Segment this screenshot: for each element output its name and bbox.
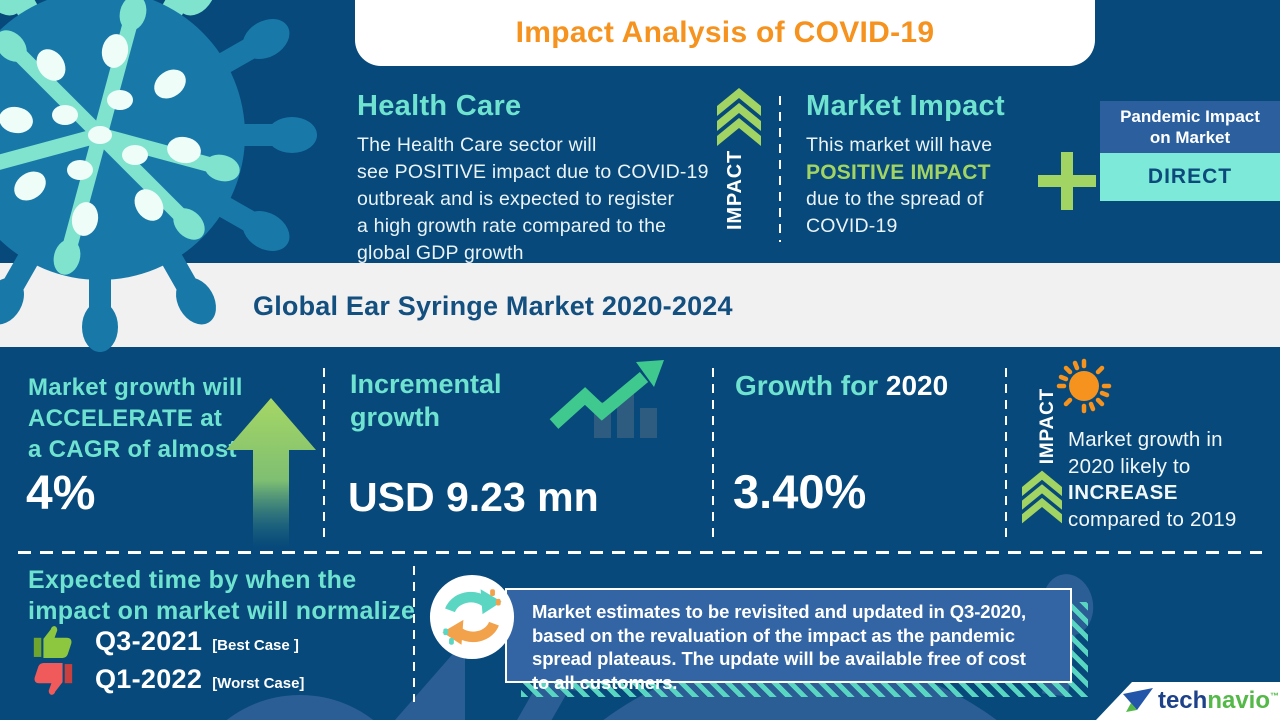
market-impact-body: This market will have POSITIVE IMPACT du… [806, 132, 1005, 240]
direct-badge: DIRECT [1100, 153, 1280, 201]
health-care-line: a high growth rate compared to the [357, 215, 667, 237]
trend-up-icon [549, 360, 664, 438]
technavio-wordmark: technavio™ [1157, 687, 1280, 714]
coronavirus-icon [0, 0, 317, 352]
stats-divider-3 [1005, 368, 1007, 540]
technavio-logo-icon [1122, 688, 1153, 712]
plus-icon [1038, 152, 1096, 210]
cagr-heading: Market growth will ACCELERATE at a CAGR … [28, 374, 243, 463]
triple-chevron-up-icon [717, 88, 761, 146]
direct-badge-value: DIRECT [1147, 165, 1233, 188]
health-care-line: see POSITIVE impact due to COVID-19 [357, 161, 709, 183]
arrow-up-icon [226, 398, 316, 548]
horizontal-dashed-divider [18, 551, 1262, 554]
thumbs-down-icon [34, 663, 73, 695]
health-care-line: The Health Care sector will [357, 134, 597, 156]
impact-vertical-label: IMPACT [723, 150, 746, 230]
header-title: Impact Analysis of COVID-19 [515, 16, 935, 49]
pandemic-impact-box: Pandemic Impact on Market [1100, 101, 1280, 153]
triple-chevron-up-icon-2 [1022, 470, 1062, 524]
normalize-heading: Expected time by when the impact on mark… [28, 566, 416, 625]
health-care-body: The Health Care sector will see POSITIVE… [357, 132, 709, 267]
market-impact-line: This market will have [806, 134, 993, 156]
market-impact-highlight: POSITIVE IMPACT [806, 161, 991, 184]
stats-divider-1 [323, 368, 325, 540]
best-case-row: Q3-2021 [Best Case ] [33, 625, 299, 658]
best-case-value: Q3-2021 [95, 626, 203, 656]
health-care-heading: Health Care [357, 90, 522, 122]
growth-2020-value: 3.40% [733, 465, 867, 518]
market-title: Global Ear Syringe Market 2020-2024 [253, 291, 733, 321]
health-care-section: Health Care The Health Care sector will … [357, 90, 709, 267]
header-banner: Impact Analysis of COVID-19 [355, 0, 1095, 66]
incremental-growth-value: USD 9.23 mn [348, 474, 599, 520]
worst-case-row: Q1-2022 [Worst Case] [33, 663, 304, 696]
note-box: Market estimates to be revisited and upd… [505, 588, 1072, 693]
bottom-dashed-divider [413, 566, 415, 702]
health-care-line: outbreak and is expected to register [357, 188, 675, 210]
growth-2020-heading: Growth for 2020 [735, 370, 949, 401]
top-dashed-divider [779, 96, 781, 242]
market-impact-section: Market Impact This market will have POSI… [806, 90, 1005, 240]
market-impact-heading: Market Impact [806, 90, 1005, 122]
coronavirus-small-icon [1056, 358, 1112, 414]
refresh-icon [429, 574, 515, 660]
thumbs-up-icon [33, 626, 72, 658]
worst-case-value: Q1-2022 [95, 664, 203, 694]
worst-case-label: [Worst Case] [212, 675, 305, 692]
cagr-value: 4% [26, 467, 96, 520]
technavio-logo-panel: technavio™ [1096, 682, 1280, 720]
market-impact-line: COVID-19 [806, 215, 898, 237]
market-impact-line: due to the spread of [806, 188, 984, 210]
incremental-growth-heading: Incremental growth [350, 369, 502, 432]
impact-2020-text: Market growth in 2020 likely to INCREASE… [1068, 428, 1237, 531]
pandemic-impact-label: Pandemic Impact on Market [1120, 106, 1260, 147]
stats-divider-2 [712, 368, 714, 540]
best-case-label: [Best Case ] [212, 637, 299, 654]
health-care-line: global GDP growth [357, 242, 524, 264]
